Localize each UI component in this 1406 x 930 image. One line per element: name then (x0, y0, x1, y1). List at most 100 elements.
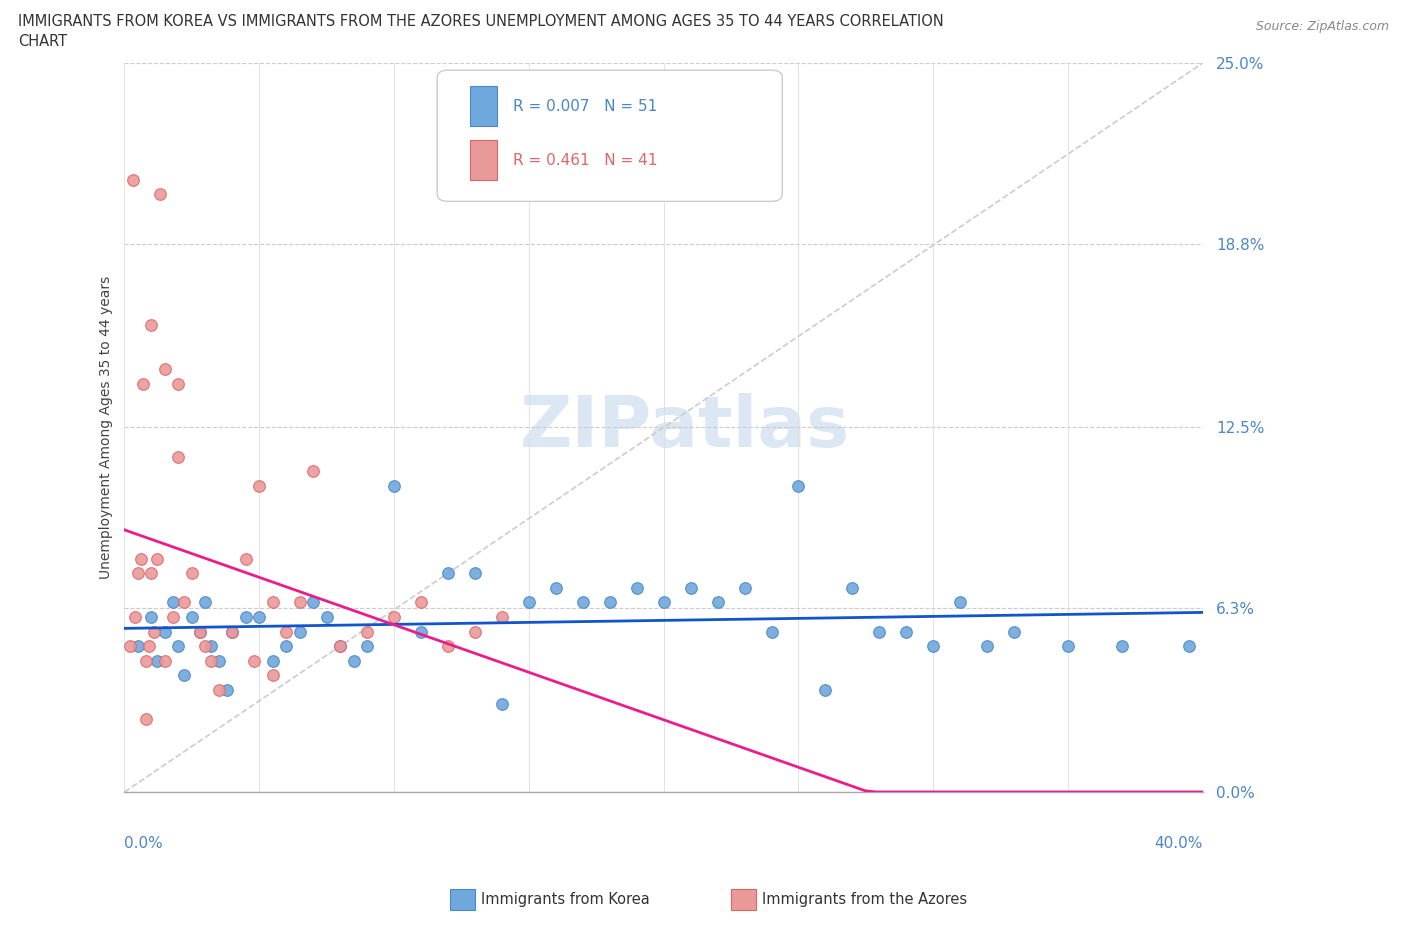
Point (221, 624, 243, 639)
Point (288, 595, 311, 610)
Point (464, 624, 486, 639)
Text: Immigrants from the Azores: Immigrants from the Azores (762, 892, 967, 907)
Point (180, 565, 202, 580)
Point (141, 565, 163, 580)
Point (118, 639, 141, 654)
Point (135, 711, 157, 726)
FancyBboxPatch shape (470, 86, 496, 126)
Point (896, 624, 918, 639)
Point (544, 580, 567, 595)
Text: IMMIGRANTS FROM KOREA VS IMMIGRANTS FROM THE AZORES UNEMPLOYMENT AMONG AGES 35 T: IMMIGRANTS FROM KOREA VS IMMIGRANTS FROM… (18, 14, 943, 29)
Point (626, 580, 648, 595)
FancyBboxPatch shape (437, 70, 782, 202)
Point (141, 609, 163, 624)
Text: CHART: CHART (18, 34, 67, 49)
Point (409, 624, 432, 639)
Point (409, 595, 432, 610)
Point (599, 595, 621, 610)
Point (148, 187, 170, 202)
Point (167, 377, 190, 392)
Point (1178, 639, 1201, 654)
Text: ZIPatlas: ZIPatlas (520, 392, 851, 462)
Text: Immigrants from Korea: Immigrants from Korea (481, 892, 650, 907)
Point (153, 362, 176, 377)
Point (922, 639, 945, 654)
Point (976, 639, 998, 654)
Point (146, 653, 169, 668)
Point (706, 595, 728, 610)
Point (315, 609, 337, 624)
Point (437, 565, 460, 580)
Point (437, 639, 460, 654)
Point (132, 377, 155, 392)
Point (356, 624, 378, 639)
Point (276, 639, 298, 654)
Point (173, 595, 195, 610)
Y-axis label: Unemployment Among Ages 35 to 44 years: Unemployment Among Ages 35 to 44 years (100, 276, 114, 579)
Point (127, 565, 149, 580)
Point (329, 639, 352, 654)
Point (276, 624, 298, 639)
Point (1111, 639, 1133, 654)
Point (343, 653, 366, 668)
Point (868, 624, 890, 639)
Point (167, 449, 190, 464)
Point (302, 595, 325, 610)
Point (572, 595, 595, 610)
Point (382, 609, 405, 624)
Point (194, 595, 217, 610)
Point (221, 624, 243, 639)
Point (167, 639, 190, 654)
Point (153, 624, 176, 639)
Point (464, 565, 486, 580)
Point (135, 653, 157, 668)
Text: R = 0.461   N = 41: R = 0.461 N = 41 (513, 153, 657, 167)
Point (787, 478, 810, 493)
Point (208, 683, 231, 698)
FancyBboxPatch shape (470, 140, 496, 180)
Point (734, 580, 756, 595)
Point (235, 609, 257, 624)
Point (247, 478, 270, 493)
Point (302, 464, 325, 479)
Point (949, 595, 972, 610)
Point (194, 639, 217, 654)
Point (382, 478, 405, 493)
Point (138, 639, 160, 654)
Point (124, 609, 146, 624)
Text: 0.0%: 0.0% (125, 836, 163, 851)
Text: 40.0%: 40.0% (1154, 836, 1204, 851)
Point (129, 551, 152, 566)
Point (491, 609, 513, 624)
Point (162, 595, 184, 610)
Point (262, 668, 284, 683)
Point (188, 624, 211, 639)
Point (127, 639, 149, 654)
Point (841, 580, 863, 595)
Point (200, 639, 222, 654)
Point (1002, 624, 1025, 639)
Text: R = 0.007   N = 51: R = 0.007 N = 51 (513, 99, 657, 113)
Point (121, 172, 143, 187)
Point (262, 653, 284, 668)
Point (262, 595, 284, 610)
Point (517, 595, 540, 610)
Point (679, 580, 702, 595)
Point (180, 609, 202, 624)
Point (188, 624, 211, 639)
Point (761, 624, 783, 639)
Point (243, 653, 266, 668)
Point (491, 697, 513, 711)
Point (652, 595, 675, 610)
Point (200, 653, 222, 668)
Point (162, 609, 184, 624)
Point (356, 639, 378, 654)
Point (173, 668, 195, 683)
Point (146, 551, 169, 566)
Text: Source: ZipAtlas.com: Source: ZipAtlas.com (1256, 20, 1389, 33)
Point (141, 318, 163, 333)
Point (143, 624, 166, 639)
Point (208, 653, 231, 668)
Point (235, 551, 257, 566)
Point (247, 609, 270, 624)
